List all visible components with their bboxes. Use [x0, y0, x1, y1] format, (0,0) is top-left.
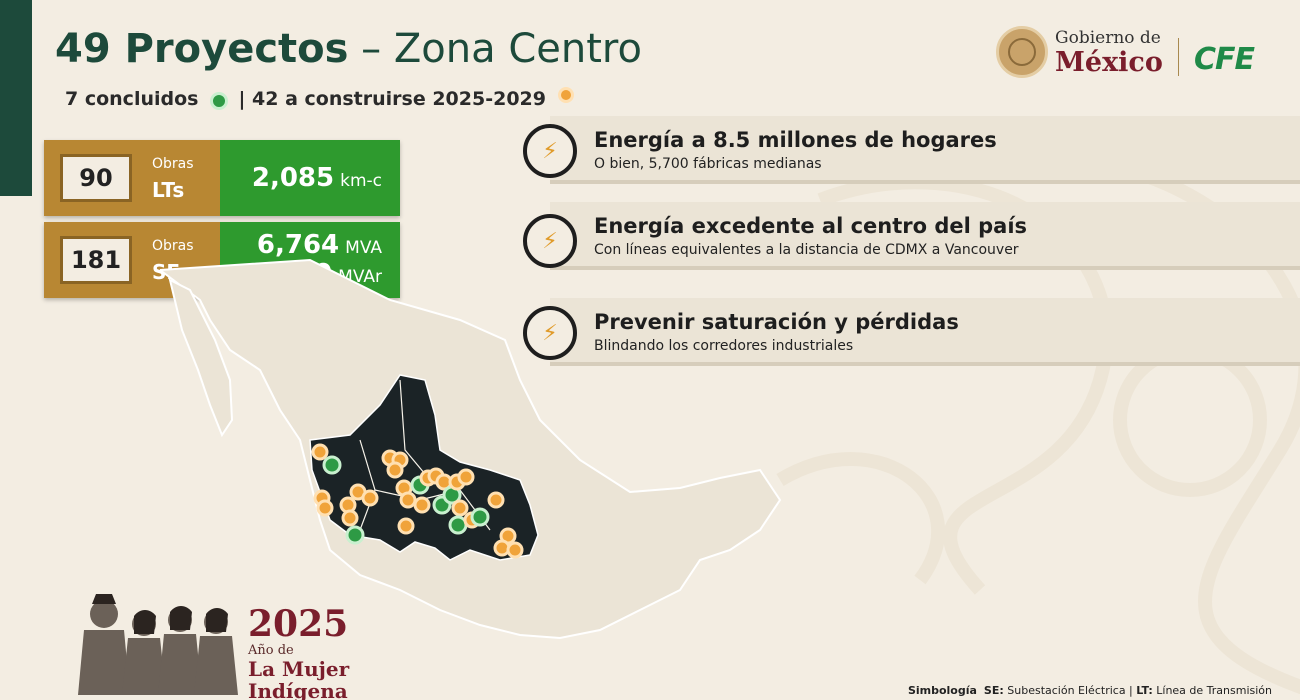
planned-project-marker	[413, 496, 431, 514]
legend-se-text: Subestación Eléctrica	[1003, 684, 1126, 697]
planned-project-marker	[399, 491, 417, 509]
measure-unit: MVA	[345, 238, 382, 259]
gobierno-mexico-logo: Gobierno de México	[1055, 28, 1163, 78]
measure-unit: km-c	[340, 170, 382, 191]
legend-footer: Simbología SE: Subestación Eléctrica | L…	[908, 684, 1272, 697]
side-accent-bar	[0, 0, 32, 196]
cfe-logo: CFE	[1194, 42, 1255, 77]
benefit-subtitle: Blindando los corredores industriales	[594, 338, 854, 354]
planned-project-marker	[397, 517, 415, 535]
benefit-subtitle: Con líneas equivalentes a la distancia d…	[594, 242, 1019, 258]
gobierno-logo-line2: México	[1055, 47, 1163, 78]
legend-separator: |	[1125, 684, 1137, 697]
planned-project-marker	[361, 489, 379, 507]
planned-project-marker	[341, 509, 359, 527]
concluded-project-marker	[470, 507, 490, 527]
concluded-project-marker	[322, 455, 342, 475]
stat-substations-count: 181	[60, 236, 132, 284]
benefit-card-homes: Energía a 8.5 millones de hogares O bien…	[550, 116, 1300, 184]
mexico-country-shape	[160, 258, 782, 640]
stat-substations-label: 181 Obras SEs	[44, 222, 220, 298]
legend-lt-text: Línea de Transmisión	[1152, 684, 1272, 697]
benefit-card-surplus: Energía excedente al centro del país Con…	[550, 202, 1300, 270]
planned-project-marker	[487, 491, 505, 509]
project-markers	[311, 443, 524, 559]
planned-project-marker	[316, 499, 334, 517]
planned-project-marker	[457, 468, 475, 486]
planned-project-marker	[386, 461, 404, 479]
planned-marker-icon	[558, 87, 574, 103]
year-line2: Indígena	[248, 679, 348, 700]
lightning-icon: ⚡	[523, 124, 577, 178]
measure-value: 6,764	[256, 230, 340, 261]
project-status-line: 7 concluidos | 42 a construirse 2025-202…	[65, 87, 574, 110]
indigenous-women-illustration	[78, 594, 238, 695]
stat-lines-obras: Obras	[152, 156, 194, 172]
stat-substations-obras: Obras	[152, 238, 194, 254]
baja-california-shape	[168, 278, 234, 438]
page-title: 49 Proyectos – Zona Centro	[55, 26, 642, 72]
stat-lines-kind: LTs	[152, 178, 185, 202]
benefit-title: Prevenir saturación y pérdidas	[594, 310, 959, 334]
planned-project-marker	[506, 541, 524, 559]
gobierno-logo-line1: Gobierno de	[1055, 28, 1161, 48]
stat-lines-card: 90 Obras LTs 2,085 km-c	[44, 140, 400, 216]
concluded-marker-icon	[210, 92, 229, 110]
benefit-title: Energía a 8.5 millones de hogares	[594, 128, 997, 152]
mexico-map	[160, 258, 782, 640]
stat-lines-measures: 2,085 km-c	[220, 140, 400, 216]
benefit-subtitle: O bien, 5,700 fábricas medianas	[594, 156, 822, 172]
concluded-project-marker	[345, 525, 365, 545]
title-strong: 49 Proyectos	[55, 26, 349, 72]
lightning-icon: ⚡	[523, 306, 577, 360]
year-banner: 2025 Año de La Mujer Indígena	[248, 606, 349, 700]
stat-lines-length: 2,085 km-c	[251, 162, 382, 193]
title-zone: – Zona Centro	[348, 26, 642, 72]
measure-value: 2,085	[251, 162, 335, 193]
stat-lines-label: 90 Obras LTs	[44, 140, 220, 216]
benefit-title: Energía excedente al centro del país	[594, 214, 1028, 238]
coat-of-arms-seal	[996, 26, 1048, 78]
legend-lt-key: LT:	[1136, 684, 1153, 697]
stat-lines-count: 90	[60, 154, 132, 202]
legend-se-key: SE:	[983, 684, 1004, 697]
year-line1: La Mujer	[248, 657, 350, 681]
benefit-card-saturation: Prevenir saturación y pérdidas Blindando…	[550, 298, 1300, 366]
planned-project-marker	[311, 443, 329, 461]
lightning-icon: ⚡	[523, 214, 577, 268]
to-build-count: | 42 a construirse 2025-2029	[238, 88, 546, 110]
legend-heading: Simbología	[907, 684, 977, 697]
concluded-count: 7 concluidos	[65, 88, 199, 110]
logo-divider	[1178, 38, 1179, 76]
stat-substations-mva: 6,764 MVA	[257, 231, 382, 260]
year-number: 2025	[248, 603, 349, 645]
planned-project-marker	[451, 499, 469, 517]
year-ano-de: Año de	[248, 643, 294, 658]
